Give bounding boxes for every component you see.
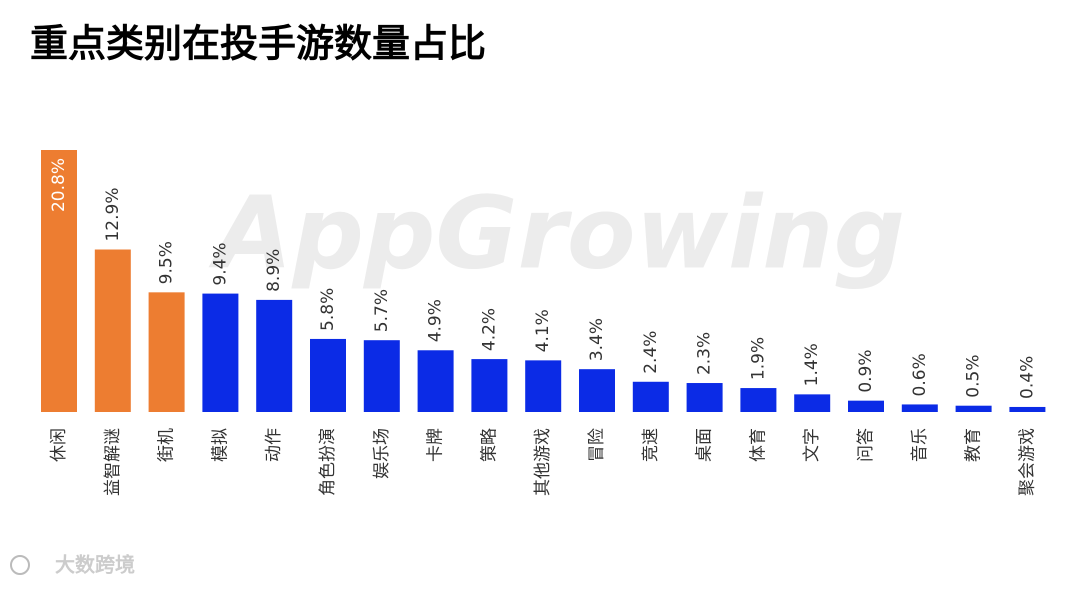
bar <box>256 299 293 412</box>
value-label: 5.7% <box>372 289 392 332</box>
x-tick-label: 音乐 <box>910 428 930 462</box>
chart-title: 重点类别在投手游数量占比 <box>30 22 486 66</box>
value-label: 0.4% <box>1017 356 1037 399</box>
source-logo <box>10 555 30 575</box>
value-label: 1.4% <box>802 343 822 386</box>
bar <box>579 369 615 412</box>
bar <box>417 350 454 412</box>
x-tick-label: 模拟 <box>210 428 230 462</box>
x-tick-label: 体育 <box>748 428 768 462</box>
bar <box>1009 406 1046 412</box>
watermark: AppGrowing <box>208 174 905 291</box>
bar <box>686 383 723 412</box>
value-label: 0.5% <box>964 354 984 397</box>
bar <box>740 388 777 412</box>
value-label: 0.9% <box>856 349 876 392</box>
bar <box>363 340 400 412</box>
value-label: 9.4% <box>210 242 230 285</box>
value-label: 0.6% <box>910 353 930 396</box>
value-label: 4.2% <box>479 308 499 351</box>
x-tick-label: 益智解谜 <box>103 428 123 496</box>
value-label: 4.1% <box>533 309 553 352</box>
bar <box>471 359 508 412</box>
value-label: 3.4% <box>587 318 607 361</box>
x-tick-label: 文字 <box>802 428 822 462</box>
bar <box>202 293 239 412</box>
x-tick-label: 教育 <box>964 428 984 462</box>
value-label: 5.8% <box>318 288 338 331</box>
bar <box>794 394 831 412</box>
bar <box>41 150 77 412</box>
x-tick-label: 街机 <box>157 428 177 462</box>
x-tick-label: 桌面 <box>695 428 715 462</box>
value-label: 2.3% <box>695 332 715 375</box>
x-tick-label: 角色扮演 <box>318 428 338 496</box>
bar <box>632 381 669 412</box>
value-label: 9.5% <box>157 241 177 284</box>
value-label: 2.4% <box>641 331 661 374</box>
bar <box>848 400 884 412</box>
x-tick-label: 动作 <box>264 428 284 462</box>
value-label: 8.9% <box>264 249 284 292</box>
x-tick-label: 休闲 <box>49 428 69 462</box>
value-label: 20.8% <box>49 158 69 212</box>
x-tick-label: 其他游戏 <box>533 428 553 496</box>
value-label: 1.9% <box>748 337 768 380</box>
bar <box>901 404 938 412</box>
x-tick-label: 卡牌 <box>426 428 446 462</box>
x-tick-label: 问答 <box>856 428 876 462</box>
value-label: 12.9% <box>103 187 123 241</box>
x-tick-label: 策略 <box>479 428 499 462</box>
bar <box>525 360 562 412</box>
bar <box>94 249 131 412</box>
bar <box>955 405 992 412</box>
x-tick-label: 娱乐场 <box>372 428 392 479</box>
source: 大数跨境 <box>55 553 135 577</box>
value-label: 4.9% <box>426 299 446 342</box>
bar <box>310 338 346 412</box>
bar <box>148 292 185 412</box>
x-tick-label: 竞速 <box>641 428 661 462</box>
x-tick-label: 聚会游戏 <box>1017 428 1037 496</box>
x-tick-label: 冒险 <box>587 428 607 462</box>
